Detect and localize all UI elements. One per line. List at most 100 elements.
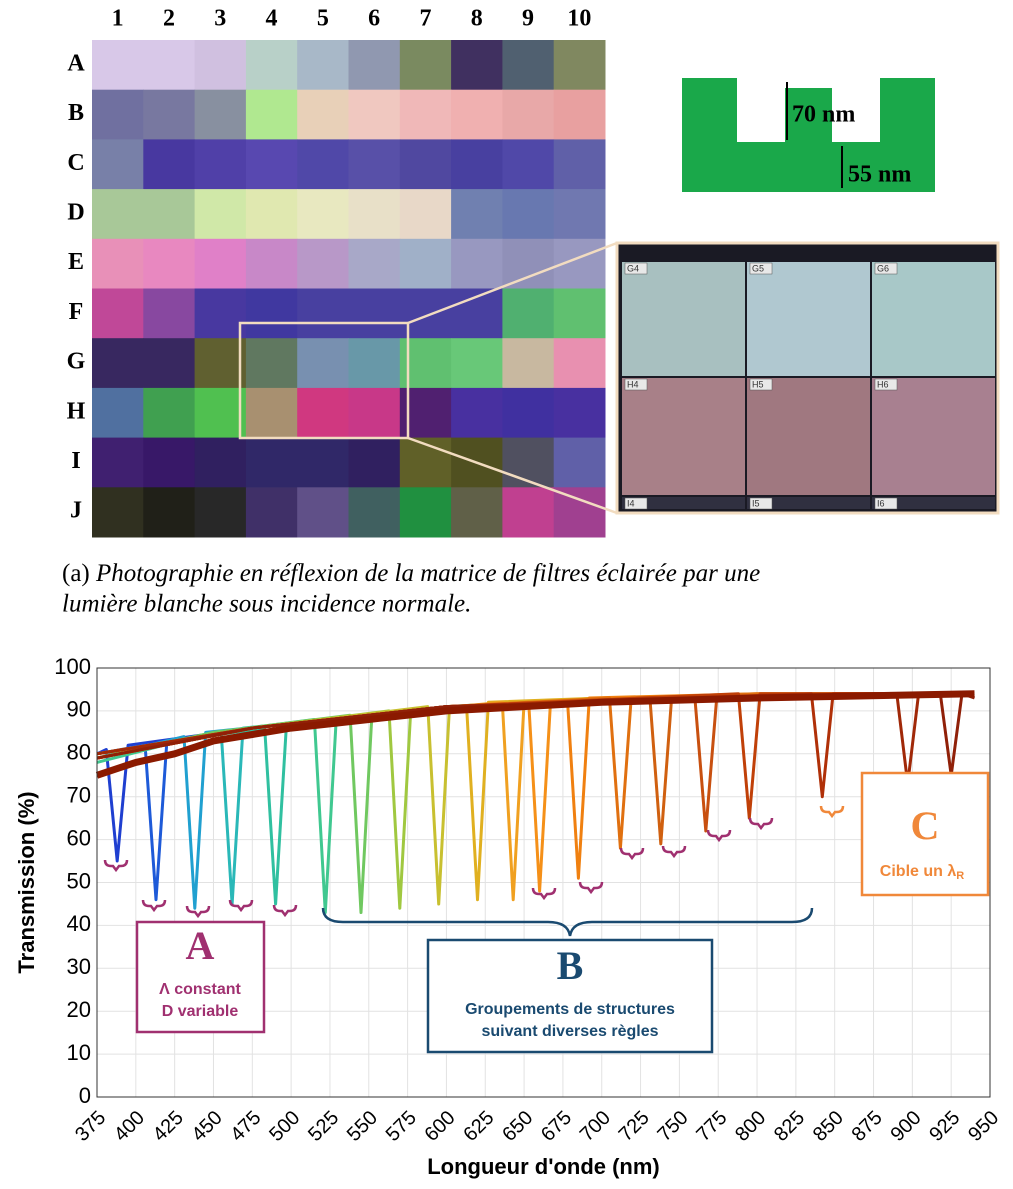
brace	[619, 847, 645, 861]
zoom-label: H6	[877, 379, 889, 389]
photo-cell	[92, 189, 144, 240]
zoom-cell	[747, 262, 870, 376]
photo-cell	[502, 487, 555, 538]
annotation-letter: B	[557, 943, 584, 988]
row-label: F	[69, 299, 84, 325]
brace	[321, 907, 814, 937]
x-tick-label: 625	[459, 1107, 498, 1146]
brace	[228, 899, 254, 913]
photo-cell	[245, 387, 298, 439]
photo-cell	[245, 89, 298, 140]
photo-cell	[451, 40, 503, 91]
photo-cell	[553, 189, 606, 240]
y-tick-label: 80	[67, 740, 91, 765]
row-label: A	[67, 50, 85, 76]
photo-cell	[502, 189, 555, 240]
photo-cell	[143, 288, 196, 339]
photo-cell	[553, 288, 606, 339]
zoom-label: G6	[877, 263, 889, 273]
zoom-tag	[624, 262, 648, 275]
x-tick-label: 650	[498, 1107, 537, 1146]
zoom-cell	[622, 497, 745, 509]
x-axis-label: Longueur d'onde (nm)	[427, 1154, 660, 1179]
x-tick-label: 725	[615, 1107, 654, 1146]
chart: 0 10 20 30 40 50 60 70 80 90 100 375 400 425 450 475 500…	[14, 654, 1003, 1179]
photo-cell	[348, 338, 401, 389]
zoom-tag	[749, 378, 773, 391]
photo-cell	[297, 189, 349, 240]
photo-cell	[297, 487, 349, 538]
photo-cell	[297, 40, 349, 91]
photo-cell	[502, 139, 555, 190]
photo-cell	[348, 487, 401, 538]
photo-cell	[502, 387, 555, 439]
photo-cell	[92, 139, 144, 190]
zoom-cell	[622, 378, 745, 495]
zoom-cell	[872, 497, 995, 509]
photo-cell	[399, 139, 452, 190]
series-line	[95, 690, 975, 779]
photo-cell	[143, 437, 196, 488]
photo-cell	[399, 487, 452, 538]
y-tick-label: 90	[67, 697, 91, 722]
brace	[272, 904, 298, 918]
caption-label: (a)	[62, 560, 90, 587]
x-tick-label: 600	[421, 1107, 460, 1146]
photo-cell	[143, 387, 196, 439]
column-label: 4	[266, 6, 278, 32]
photo-cell	[399, 437, 452, 488]
brace	[578, 881, 604, 895]
brace	[661, 845, 687, 859]
column-label: 3	[214, 6, 226, 32]
photo-cell	[399, 40, 452, 91]
x-tick-label: 750	[654, 1107, 693, 1146]
photo-cell	[553, 139, 606, 190]
photo-cell	[348, 238, 401, 289]
annotation-text: suivant diverses règles	[482, 1023, 659, 1040]
x-tick-label: 800	[731, 1107, 770, 1146]
zoom-cell	[872, 262, 995, 376]
y-tick-label: 50	[67, 868, 91, 893]
zoom-tag	[624, 497, 648, 510]
photo-cell	[297, 338, 349, 389]
annotation-text: Groupements de structures	[465, 1001, 675, 1018]
photo-cell	[92, 338, 144, 389]
photo-cell	[245, 437, 298, 488]
x-tick-label: 950	[964, 1107, 1003, 1146]
photo-cell	[502, 89, 555, 140]
schematic: 70 nm 55 nm	[682, 78, 935, 192]
x-tick-label: 575	[382, 1107, 421, 1146]
x-tick-label: 450	[188, 1107, 227, 1146]
x-tick-label: 425	[149, 1107, 188, 1146]
row-label: D	[67, 199, 84, 225]
photo-cell	[502, 288, 555, 339]
zoom-label: H5	[752, 379, 764, 389]
x-tick-label: 525	[304, 1107, 343, 1146]
annotation-text: D variable	[162, 1003, 239, 1020]
row-label: I	[71, 448, 80, 474]
annotation-letter: C	[911, 803, 940, 848]
annotation-text: Cible un λR	[880, 863, 964, 882]
photo-cell	[348, 89, 401, 140]
zoom-label: I6	[877, 498, 885, 508]
zoom-tag	[624, 378, 648, 391]
y-tick-label: 20	[67, 997, 91, 1022]
annotation-box	[135, 920, 266, 1034]
photo-cell	[297, 139, 349, 190]
y-tick-label: 10	[67, 1040, 91, 1065]
photo-cell	[553, 487, 606, 538]
x-tick-label: 850	[809, 1107, 848, 1146]
photo-cell	[297, 387, 349, 439]
photo-cell	[245, 40, 298, 91]
annotation-letter: A	[186, 923, 215, 968]
x-tick-label: 700	[576, 1107, 615, 1146]
y-tick-label: 40	[67, 911, 91, 936]
zoom-cell	[747, 497, 870, 509]
photo-cell	[348, 387, 401, 439]
photo-cell	[297, 238, 349, 289]
photo-cell	[194, 487, 247, 538]
photo-cell	[502, 437, 555, 488]
plot-frame	[96, 667, 991, 1098]
photo-cell	[92, 40, 144, 91]
row-label: C	[67, 150, 84, 176]
